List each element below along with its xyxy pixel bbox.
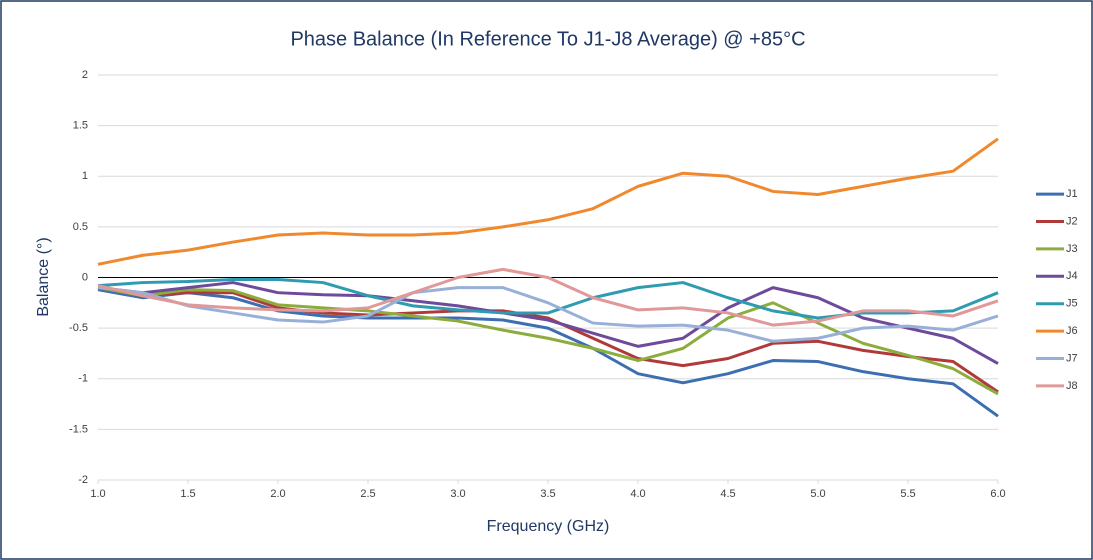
- y-axis-label: Balance (°): [35, 237, 52, 316]
- x-tick-label: 2.0: [270, 488, 285, 500]
- legend-label: J4: [1066, 270, 1078, 282]
- x-tick-label: 5.0: [810, 488, 825, 500]
- legend-label: J7: [1066, 352, 1078, 364]
- x-tick-label: 4.5: [720, 488, 735, 500]
- x-tick-label: 1.0: [90, 488, 105, 500]
- series-line: [97, 137, 999, 266]
- y-tick-label: -0.5: [69, 322, 88, 334]
- x-tick-label: 4.0: [630, 488, 645, 500]
- series-line: [97, 288, 999, 418]
- legend-label: J5: [1066, 298, 1078, 310]
- x-tick-label: 6.0: [990, 488, 1005, 500]
- y-tick-label: 1: [82, 170, 88, 182]
- legend-label: J3: [1066, 243, 1078, 255]
- chart-title: Phase Balance (In Reference To J1-J8 Ave…: [290, 28, 805, 50]
- y-tick-label: 1.5: [73, 120, 88, 132]
- x-axis-label: Frequency (GHz): [487, 518, 610, 535]
- series-line: [97, 286, 999, 396]
- x-tick-label: 2.5: [360, 488, 375, 500]
- legend-label: J2: [1066, 215, 1078, 227]
- series-line: [97, 281, 999, 365]
- series-line: [97, 286, 999, 394]
- legend-label: J6: [1066, 325, 1078, 337]
- series-line: [97, 286, 999, 343]
- y-tick-label: 0.5: [73, 221, 88, 233]
- x-tick-label: 3.5: [540, 488, 555, 500]
- x-tick-label: 3.0: [450, 488, 465, 500]
- y-tick-label: 2: [82, 69, 88, 81]
- y-tick-label: -1.5: [69, 423, 88, 435]
- x-tick-label: 1.5: [180, 488, 195, 500]
- legend-label: J1: [1066, 188, 1078, 200]
- y-tick-label: 0: [82, 271, 88, 283]
- legend-label: J8: [1066, 380, 1078, 392]
- x-tick-label: 5.5: [900, 488, 915, 500]
- y-tick-label: -1: [78, 373, 88, 385]
- series-line: [97, 267, 999, 327]
- y-tick-label: -2: [78, 474, 88, 486]
